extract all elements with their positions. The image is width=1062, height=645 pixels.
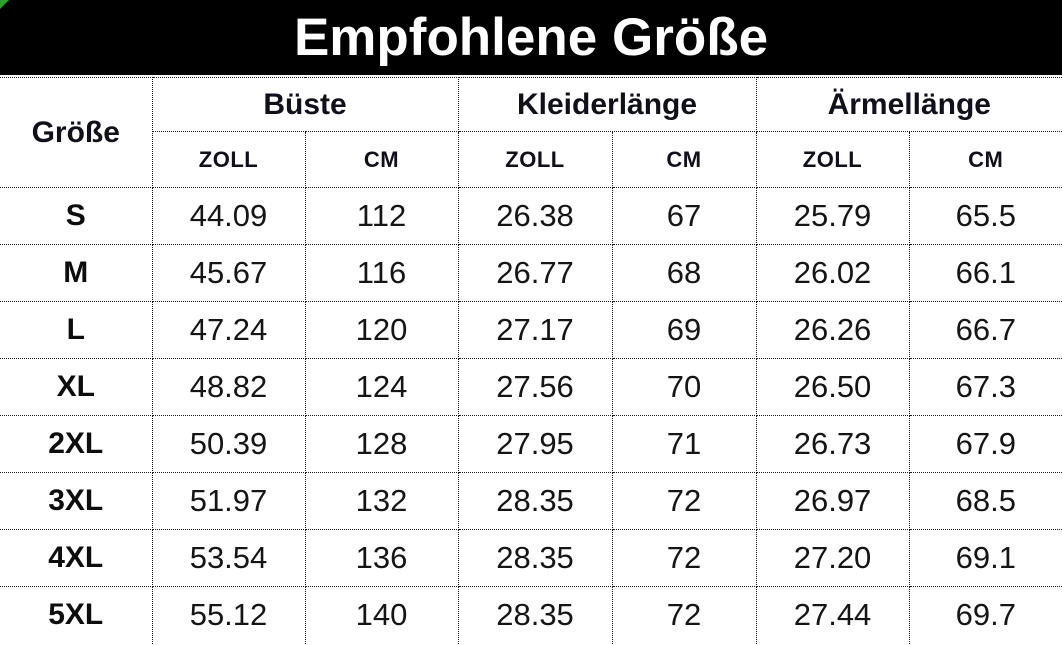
value-cell: 25.79 <box>755 187 910 245</box>
value-cell: 67.9 <box>908 415 1062 473</box>
column-group-aermellaenge: Ärmellänge <box>755 77 1062 132</box>
table-row-3xl: 3XL 51.97 132 28.35 72 26.97 68.5 <box>0 472 1062 530</box>
value-cell: 128 <box>304 415 459 473</box>
value-cell: 116 <box>304 244 459 302</box>
size-cell: 3XL <box>0 472 153 530</box>
size-cell: 4XL <box>0 529 153 587</box>
size-cell: L <box>0 301 153 359</box>
value-cell: 50.39 <box>151 415 306 473</box>
title-bar: Empfohlene Größe <box>0 0 1062 75</box>
value-cell: 45.67 <box>151 244 306 302</box>
value-cell: 67 <box>611 187 757 245</box>
value-cell: 28.35 <box>457 586 613 644</box>
value-cell: 72 <box>611 586 757 644</box>
value-cell: 26.73 <box>755 415 910 473</box>
value-cell: 72 <box>611 472 757 530</box>
unit-header-bueste-cm: CM <box>304 131 459 188</box>
value-cell: 132 <box>304 472 459 530</box>
column-header-groesse: Größe <box>0 77 153 188</box>
value-cell: 27.17 <box>457 301 613 359</box>
table-row-5xl: 5XL 55.12 140 28.35 72 27.44 69.7 <box>0 586 1062 644</box>
value-cell: 47.24 <box>151 301 306 359</box>
value-cell: 26.77 <box>457 244 613 302</box>
value-cell: 71 <box>611 415 757 473</box>
value-cell: 136 <box>304 529 459 587</box>
column-group-kleiderlaenge: Kleiderlänge <box>457 77 757 132</box>
value-cell: 69.1 <box>908 529 1062 587</box>
value-cell: 26.02 <box>755 244 910 302</box>
value-cell: 72 <box>611 529 757 587</box>
table-row-l: L 47.24 120 27.17 69 26.26 66.7 <box>0 301 1062 359</box>
value-cell: 26.26 <box>755 301 910 359</box>
size-chart-table: Größe Büste Kleiderlänge Ärmellänge ZOLL… <box>0 77 1062 644</box>
value-cell: 27.95 <box>457 415 613 473</box>
value-cell: 28.35 <box>457 529 613 587</box>
value-cell: 69 <box>611 301 757 359</box>
value-cell: 124 <box>304 358 459 416</box>
size-cell: 2XL <box>0 415 153 473</box>
value-cell: 53.54 <box>151 529 306 587</box>
unit-header-kleiderlaenge-zoll: ZOLL <box>457 131 613 188</box>
value-cell: 120 <box>304 301 459 359</box>
value-cell: 26.38 <box>457 187 613 245</box>
value-cell: 65.5 <box>908 187 1062 245</box>
value-cell: 70 <box>611 358 757 416</box>
value-cell: 48.82 <box>151 358 306 416</box>
table-row-4xl: 4XL 53.54 136 28.35 72 27.20 69.1 <box>0 529 1062 587</box>
unit-header-aermellaenge-zoll: ZOLL <box>755 131 910 188</box>
value-cell: 26.50 <box>755 358 910 416</box>
unit-header-aermellaenge-cm: CM <box>908 131 1062 188</box>
value-cell: 69.7 <box>908 586 1062 644</box>
value-cell: 28.35 <box>457 472 613 530</box>
value-cell: 44.09 <box>151 187 306 245</box>
size-cell: S <box>0 187 153 245</box>
page-title: Empfohlene Größe <box>293 8 769 67</box>
table-row-m: M 45.67 116 26.77 68 26.02 66.1 <box>0 244 1062 302</box>
size-cell: 5XL <box>0 586 153 644</box>
value-cell: 140 <box>304 586 459 644</box>
value-cell: 68 <box>611 244 757 302</box>
unit-header-kleiderlaenge-cm: CM <box>611 131 757 188</box>
value-cell: 26.97 <box>755 472 910 530</box>
value-cell: 55.12 <box>151 586 306 644</box>
unit-header-bueste-zoll: ZOLL <box>152 131 306 188</box>
value-cell: 66.1 <box>908 244 1062 302</box>
column-group-bueste: Büste <box>151 77 459 132</box>
corner-artifact-icon <box>0 0 9 9</box>
size-cell: XL <box>0 358 153 416</box>
value-cell: 66.7 <box>908 301 1062 359</box>
value-cell: 27.56 <box>457 358 613 416</box>
value-cell: 67.3 <box>908 358 1062 416</box>
table-row-xl: XL 48.82 124 27.56 70 26.50 67.3 <box>0 358 1062 416</box>
table-row-s: S 44.09 112 26.38 67 25.79 65.5 <box>0 187 1062 245</box>
value-cell: 27.44 <box>755 586 910 644</box>
table-row-2xl: 2XL 50.39 128 27.95 71 26.73 67.9 <box>0 415 1062 473</box>
size-cell: M <box>0 244 153 302</box>
value-cell: 27.20 <box>755 529 910 587</box>
value-cell: 112 <box>304 187 459 245</box>
value-cell: 51.97 <box>151 472 306 530</box>
value-cell: 68.5 <box>908 472 1062 530</box>
